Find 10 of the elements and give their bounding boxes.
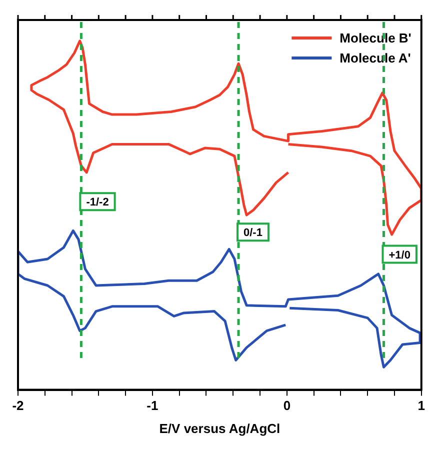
legend-label: Molecule A' [340, 50, 411, 66]
x-tick-label: -2 [12, 398, 24, 414]
x-tick-label: -1 [146, 398, 158, 414]
x-axis-title: E/V versus Ag/AgCl [159, 420, 280, 436]
ref-line-label: -1/-2 [86, 196, 109, 209]
ref-line-label: 0/-1 [244, 227, 262, 240]
x-tick-label: 0 [283, 398, 291, 414]
ref-line-label: +1/0 [388, 249, 410, 262]
x-tick-label: 1 [418, 398, 425, 414]
legend-label: Molecule B' [340, 30, 412, 46]
